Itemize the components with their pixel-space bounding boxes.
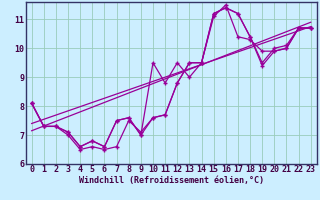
X-axis label: Windchill (Refroidissement éolien,°C): Windchill (Refroidissement éolien,°C)	[79, 176, 264, 185]
